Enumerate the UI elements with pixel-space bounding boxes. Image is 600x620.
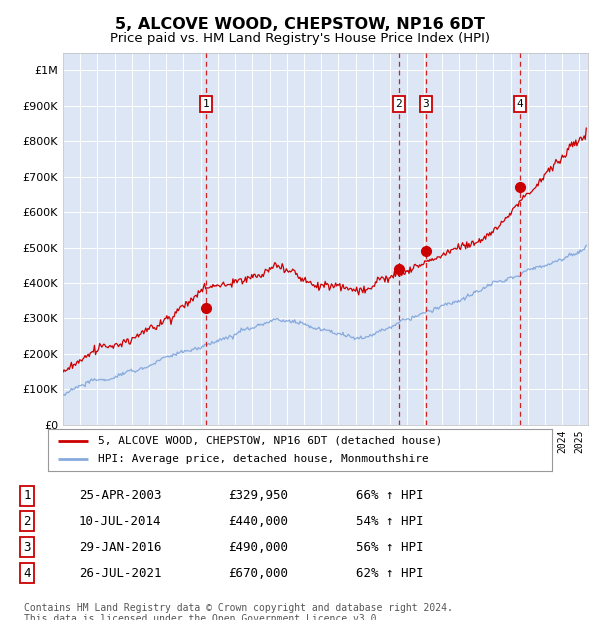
Text: 10-JUL-2014: 10-JUL-2014 — [79, 515, 161, 528]
Text: £440,000: £440,000 — [228, 515, 288, 528]
Text: 5, ALCOVE WOOD, CHEPSTOW, NP16 6DT: 5, ALCOVE WOOD, CHEPSTOW, NP16 6DT — [115, 17, 485, 32]
Text: 5, ALCOVE WOOD, CHEPSTOW, NP16 6DT (detached house): 5, ALCOVE WOOD, CHEPSTOW, NP16 6DT (deta… — [98, 436, 443, 446]
Text: 4: 4 — [517, 99, 524, 109]
Text: 26-JUL-2021: 26-JUL-2021 — [79, 567, 161, 580]
Text: £670,000: £670,000 — [228, 567, 288, 580]
Text: 3: 3 — [422, 99, 429, 109]
Text: 1: 1 — [203, 99, 209, 109]
Text: Price paid vs. HM Land Registry's House Price Index (HPI): Price paid vs. HM Land Registry's House … — [110, 32, 490, 45]
Text: 1: 1 — [23, 489, 31, 502]
Text: 54% ↑ HPI: 54% ↑ HPI — [356, 515, 424, 528]
Text: 62% ↑ HPI: 62% ↑ HPI — [356, 567, 424, 580]
Text: 25-APR-2003: 25-APR-2003 — [79, 489, 161, 502]
Text: £329,950: £329,950 — [228, 489, 288, 502]
Text: HPI: Average price, detached house, Monmouthshire: HPI: Average price, detached house, Monm… — [98, 454, 429, 464]
Text: 2: 2 — [23, 515, 31, 528]
Text: 66% ↑ HPI: 66% ↑ HPI — [356, 489, 424, 502]
Text: Contains HM Land Registry data © Crown copyright and database right 2024.
This d: Contains HM Land Registry data © Crown c… — [24, 603, 453, 620]
Text: 29-JAN-2016: 29-JAN-2016 — [79, 541, 161, 554]
Text: £490,000: £490,000 — [228, 541, 288, 554]
Text: 3: 3 — [23, 541, 31, 554]
Text: 4: 4 — [23, 567, 31, 580]
Text: 56% ↑ HPI: 56% ↑ HPI — [356, 541, 424, 554]
Text: 2: 2 — [395, 99, 403, 109]
